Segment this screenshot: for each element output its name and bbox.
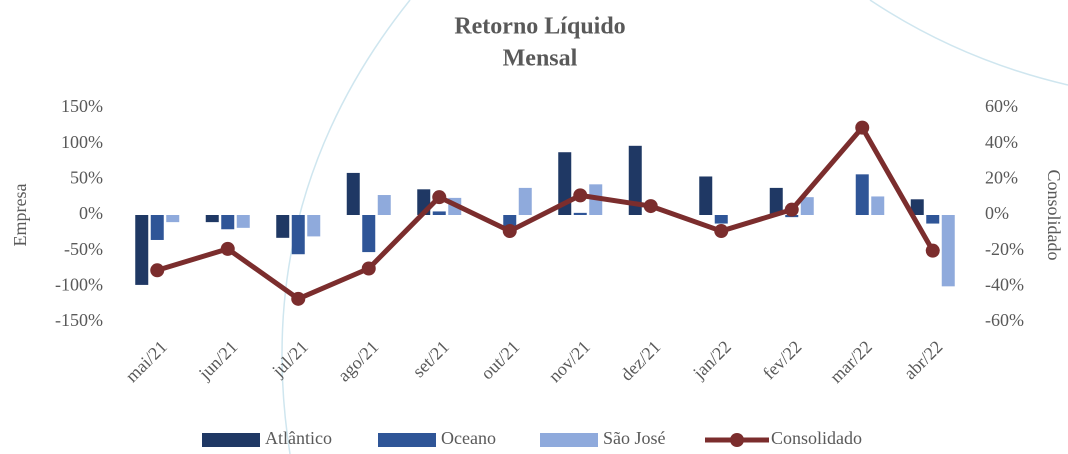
- bar: [518, 187, 532, 215]
- legend-label: Atlântico: [265, 428, 332, 448]
- x-tick-label: jan/22: [688, 337, 735, 384]
- bar: [135, 215, 149, 285]
- x-tick-label: abr/22: [900, 337, 947, 384]
- y-tick-label: 50%: [70, 167, 103, 187]
- y2-axis-title: Consolidado: [1044, 169, 1064, 260]
- line-marker: [714, 224, 729, 239]
- bar: [166, 215, 180, 223]
- bar: [150, 215, 164, 240]
- x-tick-label: dez/21: [616, 337, 664, 385]
- chart-title: Mensal: [503, 46, 578, 72]
- x-tick-label: set/21: [408, 337, 453, 382]
- bar: [291, 215, 305, 255]
- legend-swatch: [202, 433, 260, 447]
- y-tick-label: 100%: [61, 132, 103, 152]
- line-marker: [573, 188, 588, 203]
- bar: [628, 145, 642, 215]
- bar: [503, 215, 517, 228]
- chart-title: Retorno Líquido: [454, 14, 625, 40]
- y2-tick-label: -40%: [985, 274, 1024, 294]
- legend-swatch: [378, 433, 436, 447]
- x-tick-label: mar/22: [826, 337, 876, 387]
- bar: [941, 215, 955, 287]
- bar: [346, 172, 360, 215]
- bar: [276, 215, 290, 238]
- y2-tick-label: 20%: [985, 167, 1018, 187]
- y2-tick-label: -20%: [985, 239, 1024, 259]
- line-marker: [502, 224, 517, 239]
- legend-label: Consolidado: [771, 428, 862, 448]
- bar: [769, 187, 783, 215]
- line: [156, 125, 935, 302]
- bar: [714, 215, 728, 224]
- y2-tick-label: 60%: [985, 96, 1018, 116]
- decor-arc: [869, 0, 1068, 86]
- x-tick-label: mai/21: [121, 337, 170, 386]
- x-tick-label: out/21: [477, 337, 524, 384]
- legend-label: São José: [603, 428, 666, 448]
- legend-swatch: [540, 433, 598, 447]
- y-tick-label: 150%: [61, 96, 103, 116]
- y2-tick-label: 0%: [985, 203, 1009, 223]
- x-tick-label: jul/21: [267, 337, 312, 382]
- bar: [573, 212, 587, 215]
- y-tick-label: -150%: [55, 310, 103, 330]
- y-tick-label: 0%: [79, 203, 103, 223]
- line-marker: [855, 120, 870, 135]
- bar: [800, 197, 814, 215]
- decor-arc: [281, 0, 411, 454]
- bar: [307, 215, 321, 237]
- x-tick-label: jun/21: [194, 337, 241, 384]
- legend-label: Oceano: [441, 428, 496, 448]
- line-marker: [220, 241, 235, 256]
- line-marker: [291, 291, 306, 306]
- legend-swatch: [730, 433, 744, 447]
- bar: [432, 211, 446, 215]
- bar: [699, 176, 713, 215]
- x-tick-label: fev/22: [759, 337, 806, 384]
- y-tick-label: -50%: [64, 239, 103, 259]
- bar: [855, 174, 869, 215]
- y2-tick-label: -60%: [985, 310, 1024, 330]
- line-marker: [643, 199, 658, 214]
- bar: [871, 196, 885, 215]
- bar: [910, 199, 924, 215]
- y2-tick-label: 40%: [985, 132, 1018, 152]
- line-marker: [150, 263, 165, 278]
- x-tick-label: nov/21: [544, 337, 594, 387]
- line-marker: [925, 243, 940, 258]
- line-marker: [361, 261, 376, 276]
- bar: [377, 195, 391, 215]
- y-tick-label: -100%: [55, 274, 103, 294]
- bar: [221, 215, 235, 230]
- x-tick-label: ago/21: [334, 337, 383, 386]
- y-axis-title: Empresa: [10, 184, 30, 247]
- line-marker: [432, 190, 447, 205]
- line-marker: [784, 202, 799, 217]
- bar: [205, 215, 219, 223]
- bar: [926, 215, 940, 224]
- bar: [362, 215, 376, 253]
- bar: [236, 215, 250, 228]
